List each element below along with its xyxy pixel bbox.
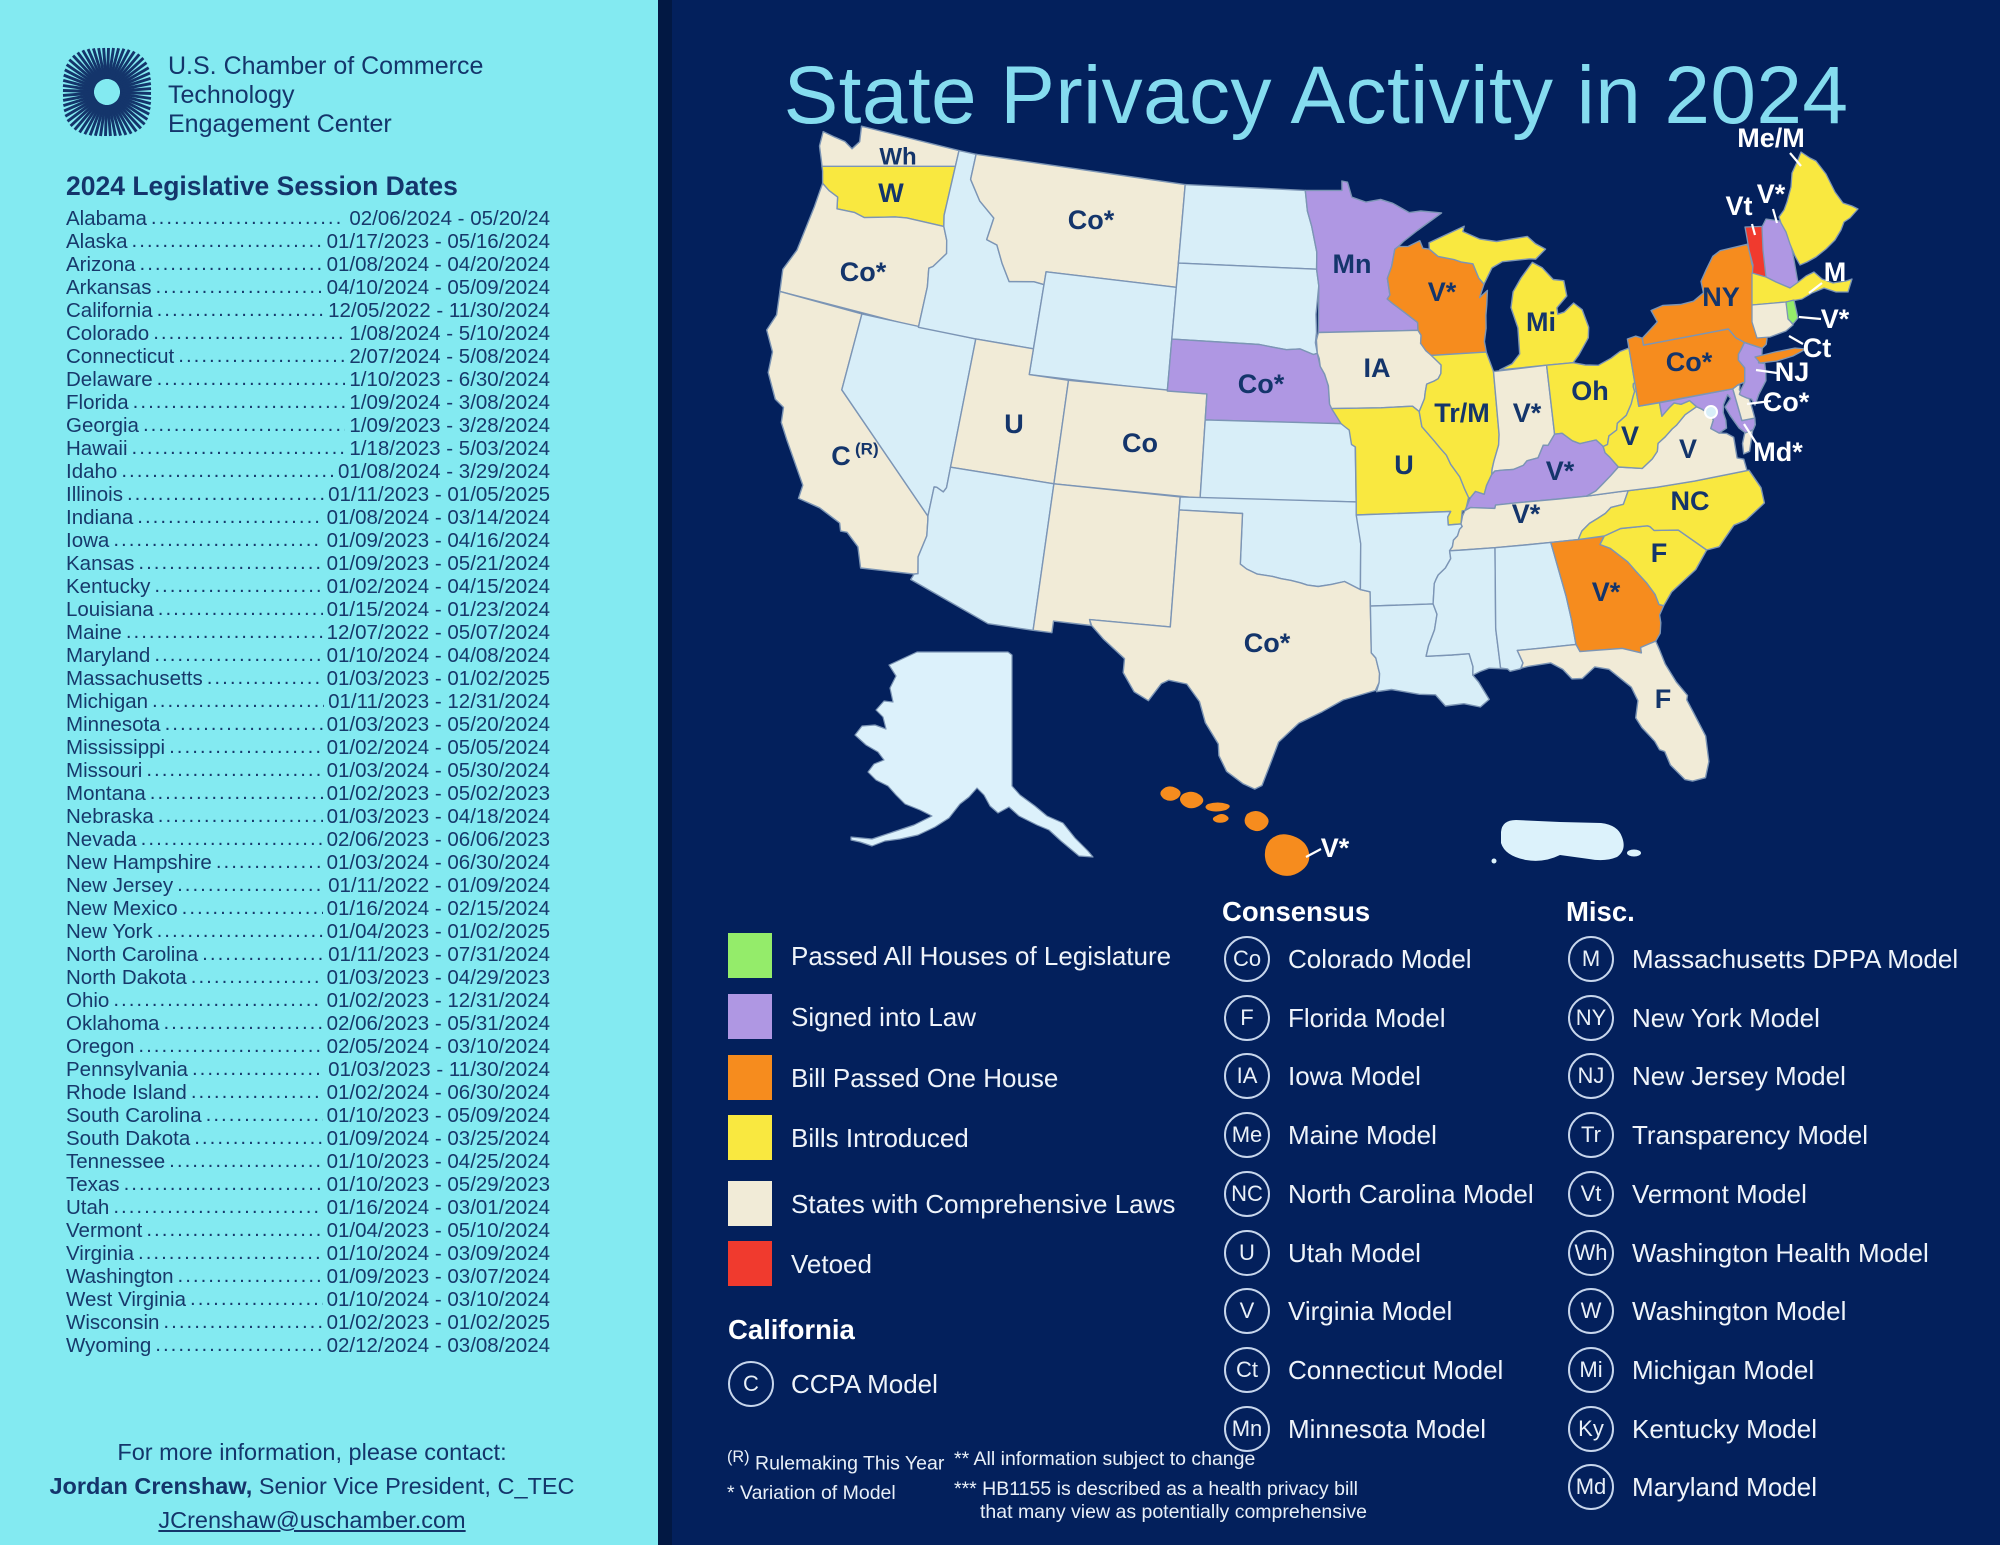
svg-text:V: V (1679, 434, 1697, 464)
svg-text:V*: V* (1592, 577, 1621, 607)
svg-text:M: M (1824, 257, 1847, 287)
svg-text:Co: Co (1122, 428, 1158, 458)
svg-text:W: W (878, 178, 904, 208)
svg-text:V*: V* (1757, 179, 1786, 209)
svg-text:Co*: Co* (1068, 205, 1115, 235)
svg-text:IA: IA (1364, 353, 1391, 383)
svg-text:V*: V* (1428, 277, 1457, 307)
svg-text:NY: NY (1702, 282, 1740, 312)
svg-text:NJ: NJ (1775, 357, 1810, 387)
svg-text:Mi: Mi (1526, 307, 1556, 337)
svg-text:Md*: Md* (1753, 437, 1803, 467)
svg-text:Tr/M: Tr/M (1434, 398, 1490, 428)
svg-text:Co*: Co* (840, 257, 887, 287)
svg-text:V*: V* (1513, 398, 1542, 428)
svg-text:Vt: Vt (1726, 191, 1753, 221)
svg-text:Wh: Wh (879, 143, 916, 170)
svg-text:F: F (1655, 684, 1672, 714)
svg-text:NC: NC (1671, 486, 1710, 516)
svg-text:C: C (831, 441, 851, 471)
svg-text:V*: V* (1821, 304, 1850, 334)
svg-text:Oh: Oh (1571, 376, 1609, 406)
svg-text:V*: V* (1321, 833, 1350, 863)
svg-text:Co*: Co* (1238, 369, 1285, 399)
svg-text:V: V (1621, 421, 1639, 451)
svg-text:V*: V* (1512, 499, 1541, 529)
svg-text:Me/M: Me/M (1737, 123, 1805, 153)
svg-text:U: U (1004, 409, 1024, 439)
svg-text:Mn: Mn (1333, 249, 1372, 279)
svg-text:Co*: Co* (1244, 628, 1291, 658)
svg-text:Ct: Ct (1803, 333, 1832, 363)
svg-text:F: F (1651, 538, 1668, 568)
svg-text:V*: V* (1546, 456, 1575, 486)
svg-text:(R): (R) (855, 439, 879, 458)
svg-text:Co*: Co* (1666, 347, 1713, 377)
svg-text:U: U (1394, 450, 1414, 480)
